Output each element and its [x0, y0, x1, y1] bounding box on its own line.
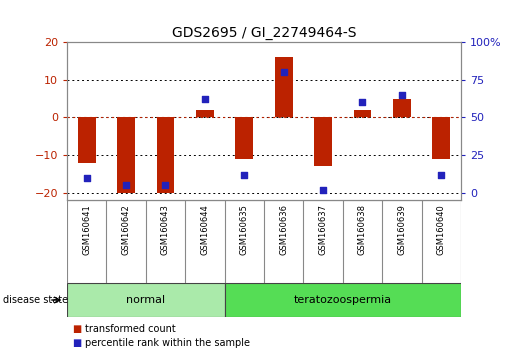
Point	[201, 97, 209, 102]
Bar	[78, 118, 95, 162]
Bar	[354, 110, 371, 118]
Bar	[314, 118, 332, 166]
Point	[82, 175, 91, 180]
Text: transformed count: transformed count	[85, 324, 176, 334]
Point	[280, 70, 288, 75]
Text: GSM160639: GSM160639	[398, 204, 406, 255]
Point	[161, 182, 169, 188]
Text: GSM160636: GSM160636	[279, 204, 288, 255]
Title: GDS2695 / GI_22749464-S: GDS2695 / GI_22749464-S	[171, 26, 356, 40]
Bar	[67, 283, 225, 317]
Text: percentile rank within the sample: percentile rank within the sample	[85, 338, 250, 348]
Text: ■: ■	[72, 338, 81, 348]
Text: GSM160642: GSM160642	[122, 204, 130, 255]
Bar	[157, 118, 174, 193]
Bar	[433, 118, 450, 159]
Bar	[196, 110, 214, 118]
Bar	[225, 283, 461, 317]
Point	[358, 100, 367, 105]
Text: GSM160635: GSM160635	[240, 204, 249, 255]
Text: GSM160644: GSM160644	[200, 204, 209, 255]
Text: GSM160638: GSM160638	[358, 204, 367, 255]
Bar	[393, 99, 410, 118]
Text: normal: normal	[126, 295, 165, 305]
Point	[240, 172, 248, 177]
Point	[122, 182, 130, 188]
Text: GSM160643: GSM160643	[161, 204, 170, 255]
Point	[319, 187, 327, 192]
Point	[437, 172, 445, 177]
Text: disease state: disease state	[3, 295, 67, 305]
Point	[398, 92, 406, 98]
Text: ■: ■	[72, 324, 81, 334]
Bar	[235, 118, 253, 159]
Bar	[275, 57, 293, 118]
Text: teratozoospermia: teratozoospermia	[294, 295, 392, 305]
Text: GSM160637: GSM160637	[319, 204, 328, 255]
Bar	[117, 118, 135, 193]
Text: GSM160640: GSM160640	[437, 204, 445, 255]
Text: GSM160641: GSM160641	[82, 204, 91, 255]
